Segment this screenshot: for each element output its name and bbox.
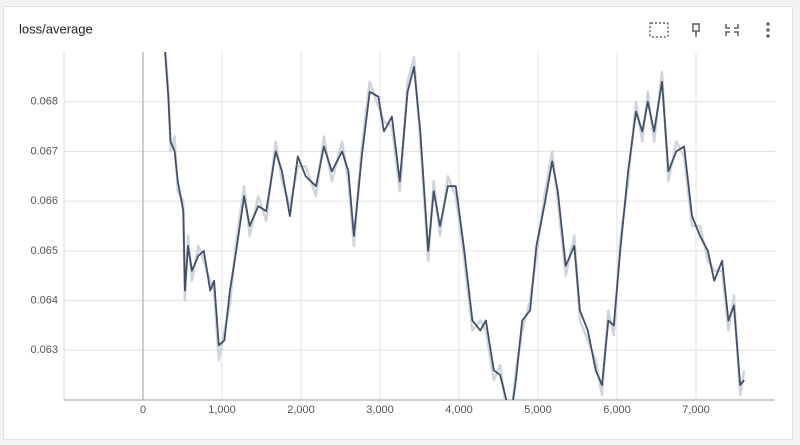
chart-title: loss/average (19, 21, 93, 36)
grid (63, 52, 775, 401)
x-tick-label: 4,000 (445, 404, 473, 416)
x-tick-label: 6,000 (603, 404, 631, 416)
lines (164, 52, 746, 400)
labels: 0.063 0.064 0.065 0.066 0.067 0.068 0 1,000 2,00… (30, 96, 709, 416)
raw-line (164, 52, 746, 400)
fit-icon[interactable] (649, 22, 669, 38)
pin-icon[interactable] (692, 23, 700, 37)
x-tick-label: 5,000 (524, 404, 552, 416)
x-tick-label: 7,000 (682, 404, 710, 416)
x-tick-label: 0 (140, 404, 146, 416)
x-tick-label: 3,000 (366, 404, 394, 416)
y-tick-label: 0.064 (30, 294, 58, 306)
x-tick-label: 2,000 (287, 404, 315, 416)
y-tick-label: 0.066 (30, 195, 58, 207)
smoothed-line (164, 52, 745, 400)
y-tick-label: 0.063 (30, 344, 58, 356)
x-tick-label: 1,000 (208, 404, 236, 416)
y-tick-label: 0.067 (30, 145, 58, 157)
y-tick-label: 0.065 (30, 245, 58, 257)
y-tick-label: 0.068 (30, 96, 58, 108)
toolbar (649, 22, 770, 38)
expand-icon[interactable] (725, 24, 739, 36)
more-icon[interactable] (766, 22, 770, 38)
